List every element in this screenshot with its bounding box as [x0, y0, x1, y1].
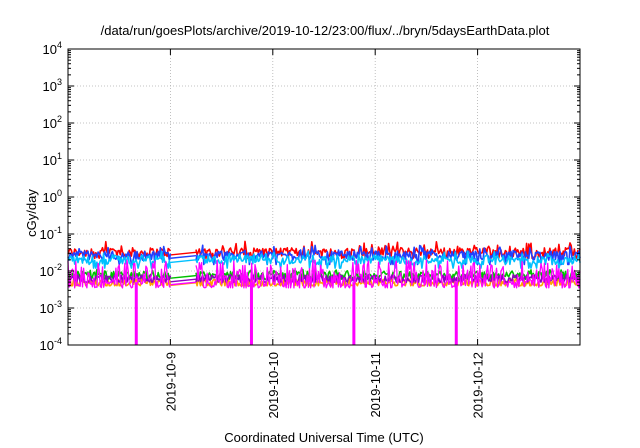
- dropout-spike: [249, 282, 253, 345]
- series-gap-connector: [170, 278, 197, 283]
- series-gap-connector: [170, 274, 197, 279]
- y-axis-label: cGy/day: [24, 189, 39, 237]
- series-line: [195, 244, 581, 266]
- series-line: [67, 259, 171, 289]
- chart-title: /data/run/goesPlots/archive/2019-10-12/2…: [101, 23, 550, 38]
- y-axis: 10-4 10-3 10-2 10-1 100 101 102 103 104: [40, 40, 580, 353]
- y-tick-label: 10-2: [40, 262, 62, 279]
- y-tick-label: 104: [43, 40, 62, 57]
- series-line: [195, 250, 581, 269]
- y-tick-label: 10-1: [40, 225, 62, 242]
- grid: [68, 49, 580, 345]
- y-tick-label: 10-3: [40, 299, 62, 316]
- y-tick-label: 103: [43, 77, 62, 94]
- y-tick-label: 101: [43, 151, 62, 168]
- y-tick-label: 100: [43, 188, 62, 205]
- series-gap-connector: [170, 254, 197, 259]
- series-gap-connector: [170, 251, 197, 256]
- series-gap-connector: [170, 259, 197, 264]
- series-line: [195, 240, 581, 260]
- y-tick-label: 10-4: [40, 336, 62, 353]
- x-axis-label: Coordinated Universal Time (UTC): [224, 430, 423, 445]
- dropout-spike: [352, 282, 356, 345]
- dropout-spike: [134, 282, 138, 345]
- series-line: [195, 259, 581, 289]
- x-tick-label: 2019-10-9: [163, 352, 178, 411]
- x-tick-label: 2019-10-10: [266, 352, 281, 419]
- series-group: [67, 240, 581, 345]
- series-gap-connector: [170, 281, 197, 286]
- series-line: [68, 250, 172, 269]
- x-tick-label: 2019-10-11: [368, 352, 383, 418]
- dropout-spike: [454, 282, 458, 345]
- x-tick-label: 2019-10-12: [471, 352, 486, 419]
- y-tick-label: 102: [43, 114, 62, 131]
- x-axis: 2019-10-9 2019-10-10 2019-10-11 2019-10-12: [163, 49, 486, 419]
